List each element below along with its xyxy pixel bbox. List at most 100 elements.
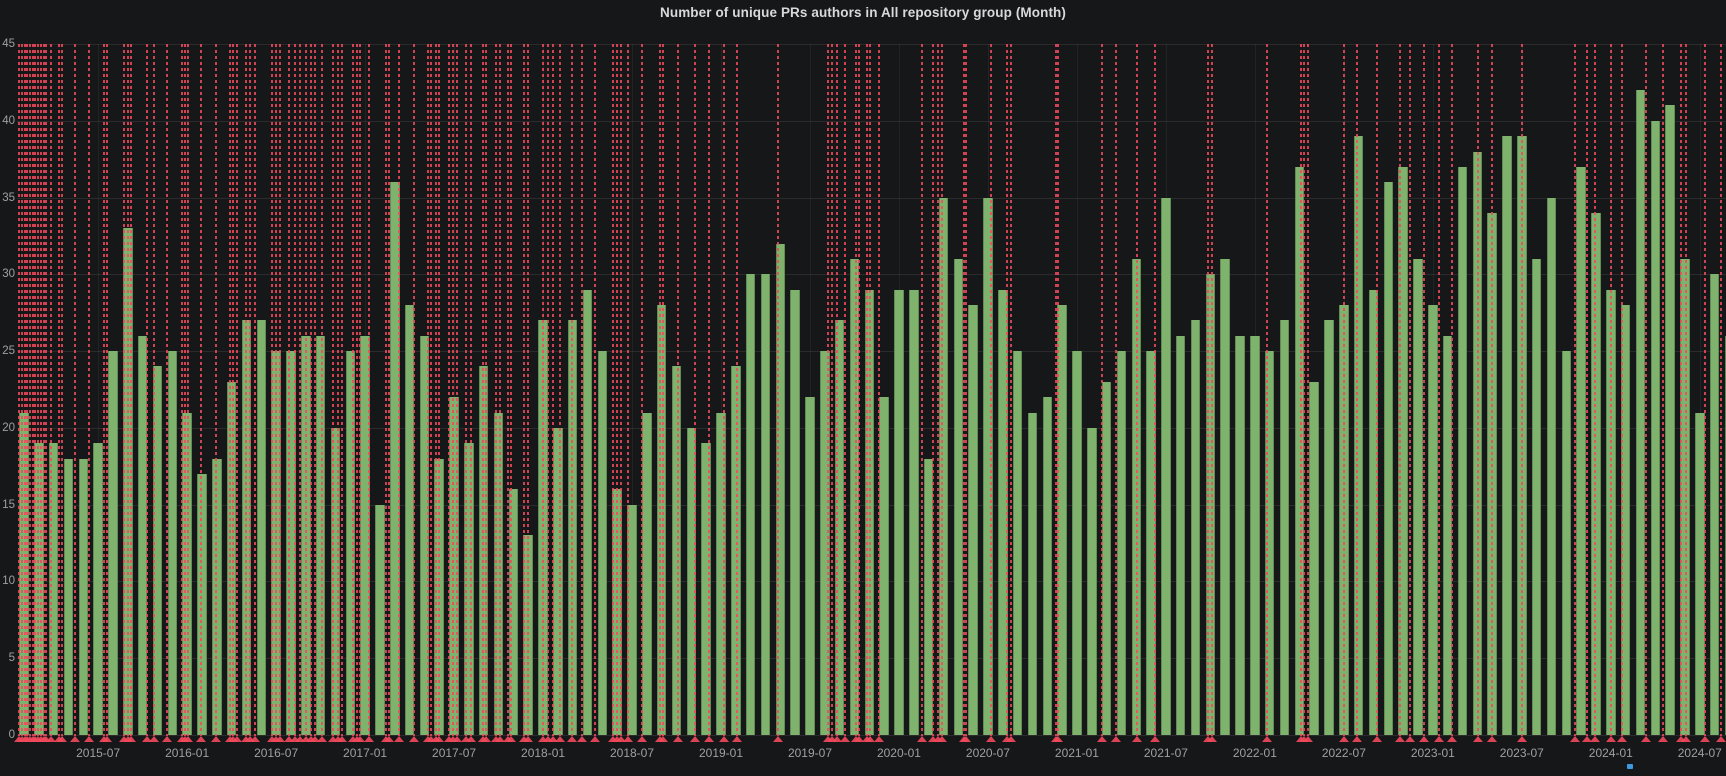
annotation-line[interactable] [153, 44, 155, 736]
annotation-marker-icon[interactable] [1487, 736, 1497, 742]
annotation-marker-icon[interactable] [1582, 736, 1592, 742]
annotation-marker-icon[interactable] [232, 736, 242, 742]
annotation-marker-icon[interactable] [1303, 736, 1313, 742]
annotation-marker-icon[interactable] [1641, 736, 1651, 742]
bar[interactable] [226, 381, 237, 735]
annotation-line[interactable] [398, 44, 400, 736]
bar[interactable] [1279, 320, 1290, 735]
annotation-line[interactable] [1704, 44, 1706, 736]
annotation-line[interactable] [831, 44, 833, 736]
bar[interactable] [464, 443, 474, 735]
bar[interactable] [953, 258, 964, 735]
bar[interactable] [1413, 258, 1423, 735]
annotation-line[interactable] [1115, 44, 1117, 736]
annotation-line[interactable] [470, 44, 472, 736]
annotation-line[interactable] [1055, 44, 1057, 736]
bar[interactable] [256, 320, 267, 735]
annotation-line[interactable] [166, 44, 168, 736]
annotation-marker-icon[interactable] [1006, 736, 1016, 742]
annotation-line[interactable] [571, 44, 573, 736]
bar[interactable] [315, 335, 326, 735]
bar[interactable] [790, 289, 800, 735]
annotation-marker-icon[interactable] [1517, 736, 1527, 742]
annotation-line[interactable] [507, 44, 509, 736]
annotation-line[interactable] [430, 44, 432, 736]
annotation-marker-icon[interactable] [773, 736, 783, 742]
bar[interactable] [642, 412, 652, 735]
annotation-marker-icon[interactable] [1262, 736, 1272, 742]
annotation-line[interactable] [777, 44, 779, 736]
annotation-line[interactable] [1521, 44, 1523, 736]
annotation-line[interactable] [1685, 44, 1687, 736]
bar[interactable] [1264, 351, 1275, 735]
bar[interactable] [1190, 320, 1201, 735]
annotation-line[interactable] [542, 44, 544, 736]
annotation-line[interactable] [332, 44, 334, 736]
bar[interactable] [1042, 397, 1053, 735]
annotation-line[interactable] [855, 44, 857, 736]
annotation-line[interactable] [941, 44, 943, 736]
bar[interactable] [1561, 351, 1572, 735]
annotation-line[interactable] [1680, 44, 1682, 736]
annotation-marker-icon[interactable] [854, 736, 864, 742]
annotation-line[interactable] [341, 44, 343, 736]
annotation-line[interactable] [200, 44, 202, 736]
bar[interactable] [1398, 166, 1408, 735]
annotation-line[interactable] [937, 44, 939, 736]
annotation-line[interactable] [1010, 44, 1012, 736]
bar[interactable] [1576, 166, 1586, 735]
annotation-line[interactable] [559, 44, 561, 736]
annotation-line[interactable] [708, 44, 710, 736]
annotation-marker-icon[interactable] [310, 736, 320, 742]
annotation-marker-icon[interactable] [1473, 736, 1483, 742]
annotation-line[interactable] [352, 44, 354, 736]
annotation-line[interactable] [921, 44, 923, 736]
annotation-line[interactable] [827, 44, 829, 736]
annotation-line[interactable] [181, 44, 183, 736]
annotation-line[interactable] [26, 44, 28, 736]
annotation-marker-icon[interactable] [211, 736, 221, 742]
annotation-line[interactable] [321, 44, 323, 736]
bar[interactable] [1087, 427, 1097, 735]
annotation-marker-icon[interactable] [196, 736, 206, 742]
annotation-line[interactable] [581, 44, 583, 736]
annotation-line[interactable] [723, 44, 725, 736]
annotation-marker-icon[interactable] [355, 736, 365, 742]
annotation-marker-icon[interactable] [548, 736, 558, 742]
annotation-line[interactable] [1356, 44, 1358, 736]
annotation-line[interactable] [271, 44, 273, 736]
annotation-marker-icon[interactable] [275, 736, 285, 742]
bar[interactable] [1116, 351, 1127, 735]
annotation-line[interactable] [1343, 44, 1345, 736]
bar[interactable] [493, 412, 504, 735]
annotation-line[interactable] [1303, 44, 1305, 736]
annotation-line[interactable] [1491, 44, 1493, 736]
annotation-marker-icon[interactable] [126, 736, 136, 742]
annotation-line[interactable] [1207, 44, 1209, 736]
annotation-line[interactable] [288, 44, 290, 736]
annotation-line[interactable] [232, 44, 234, 736]
annotation-line[interactable] [359, 44, 361, 736]
annotation-line[interactable] [305, 44, 307, 736]
annotation-line[interactable] [866, 44, 868, 736]
annotation-line[interactable] [61, 44, 63, 736]
annotation-line[interactable] [1006, 44, 1008, 736]
annotation-line[interactable] [1662, 44, 1664, 736]
annotation-line[interactable] [1594, 44, 1596, 736]
annotation-line[interactable] [184, 44, 186, 736]
bar[interactable] [1250, 335, 1260, 735]
annotation-marker-icon[interactable] [1606, 736, 1616, 742]
annotation-marker-icon[interactable] [1419, 736, 1429, 742]
bar[interactable] [1309, 381, 1319, 735]
bar[interactable] [938, 197, 949, 735]
annotation-marker-icon[interactable] [317, 736, 327, 742]
annotation-line[interactable] [1211, 44, 1213, 736]
annotation-line[interactable] [368, 44, 370, 736]
annotation-line[interactable] [310, 44, 312, 736]
annotation-line[interactable] [1300, 44, 1302, 736]
annotation-marker-icon[interactable] [337, 736, 347, 742]
bar[interactable] [1650, 120, 1661, 735]
annotation-marker-icon[interactable] [1097, 736, 1107, 742]
annotation-line[interactable] [130, 44, 132, 736]
bar[interactable] [508, 489, 519, 735]
